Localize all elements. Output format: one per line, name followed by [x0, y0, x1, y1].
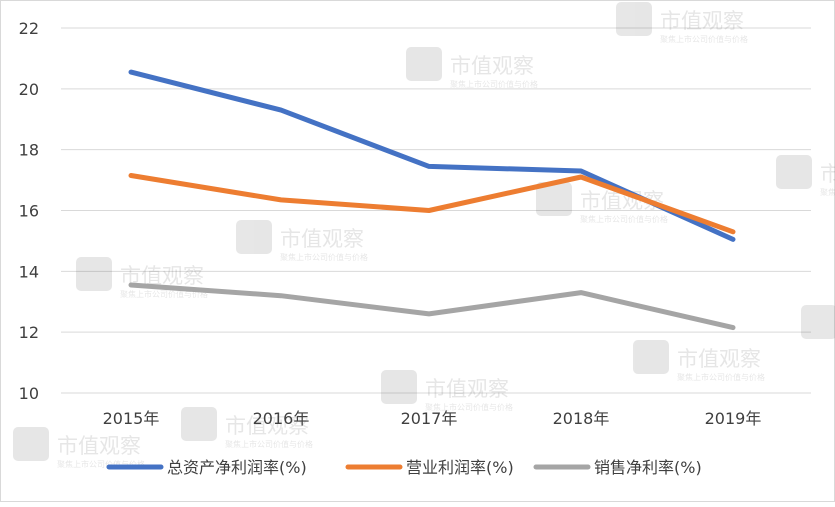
- y-tick-label: 20: [19, 80, 39, 99]
- watermark-logo: [181, 407, 217, 441]
- watermark-logo: [236, 220, 272, 254]
- gridlines: [61, 27, 811, 394]
- watermark-logo: [536, 182, 572, 216]
- watermark-title: 市值观察: [425, 377, 509, 401]
- watermark-subtitle: 聚焦上市公司价值与价格: [820, 187, 835, 197]
- watermark-logo: [406, 47, 442, 81]
- watermark-title: 市值观察: [450, 54, 534, 78]
- watermark-title: 市值观察: [660, 9, 744, 33]
- legend-label: 营业利润率(%): [406, 458, 514, 477]
- x-axis-ticks: 2015年 2016年 2017年 2018年 2019年: [103, 409, 762, 428]
- series-line-2: [128, 173, 736, 235]
- watermark-subtitle: 聚焦上市公司价值与价格: [225, 439, 313, 449]
- watermark-subtitle: 聚焦上市公司价值与价格: [425, 402, 513, 412]
- x-tick-label: 2016年: [253, 409, 310, 428]
- watermark-logo: [616, 2, 652, 36]
- watermark-subtitle: 聚焦上市公司价值与价格: [660, 34, 748, 44]
- watermark-logo: [633, 340, 669, 374]
- x-tick-label: 2019年: [705, 409, 762, 428]
- watermark-title: 市值观察: [57, 434, 141, 458]
- y-axis-ticks: 10 12 14 16 18 20 22: [19, 19, 39, 403]
- y-tick-label: 12: [19, 323, 39, 342]
- watermarks: 市值观察聚焦上市公司价值与价格市值观察聚焦上市公司价值与价格市值观察聚焦上市公司…: [13, 2, 835, 469]
- y-tick-label: 22: [19, 19, 39, 38]
- y-tick-label: 16: [19, 202, 39, 221]
- x-tick-label: 2018年: [553, 409, 610, 428]
- legend-label: 总资产净利润率(%): [167, 458, 307, 477]
- watermark-title: 市值观察: [677, 347, 761, 371]
- watermark-logo: [776, 155, 812, 189]
- y-tick-label: 18: [19, 141, 39, 160]
- watermark-subtitle: 聚焦上市公司价值与价格: [450, 79, 538, 89]
- series-line-3: [128, 282, 736, 331]
- watermark-title: 市值观察: [225, 414, 309, 438]
- watermark-subtitle: 聚焦上市公司价值与价格: [57, 459, 145, 469]
- watermark-logo: [76, 257, 112, 291]
- watermark-subtitle: 聚焦上市公司价值与价格: [280, 252, 368, 262]
- watermark-title: 市值观察: [280, 227, 364, 251]
- x-tick-label: 2017年: [401, 409, 458, 428]
- watermark-title: 市值观察: [820, 162, 835, 186]
- y-tick-label: 14: [19, 262, 39, 281]
- watermark-logo: [801, 305, 835, 339]
- watermark-subtitle: 聚焦上市公司价值与价格: [677, 372, 765, 382]
- series-lines: [128, 69, 736, 331]
- y-tick-label: 10: [19, 384, 39, 403]
- legend: 总资产净利润率(%) 营业利润率(%) 销售净利率(%): [106, 458, 702, 477]
- watermark-logo: [381, 370, 417, 404]
- x-tick-label: 2015年: [103, 409, 160, 428]
- legend-label: 销售净利率(%): [594, 458, 702, 477]
- watermark-subtitle: 聚焦上市公司价值与价格: [580, 214, 668, 224]
- watermark-subtitle: 聚焦上市公司价值与价格: [120, 289, 208, 299]
- watermark-logo: [13, 427, 49, 461]
